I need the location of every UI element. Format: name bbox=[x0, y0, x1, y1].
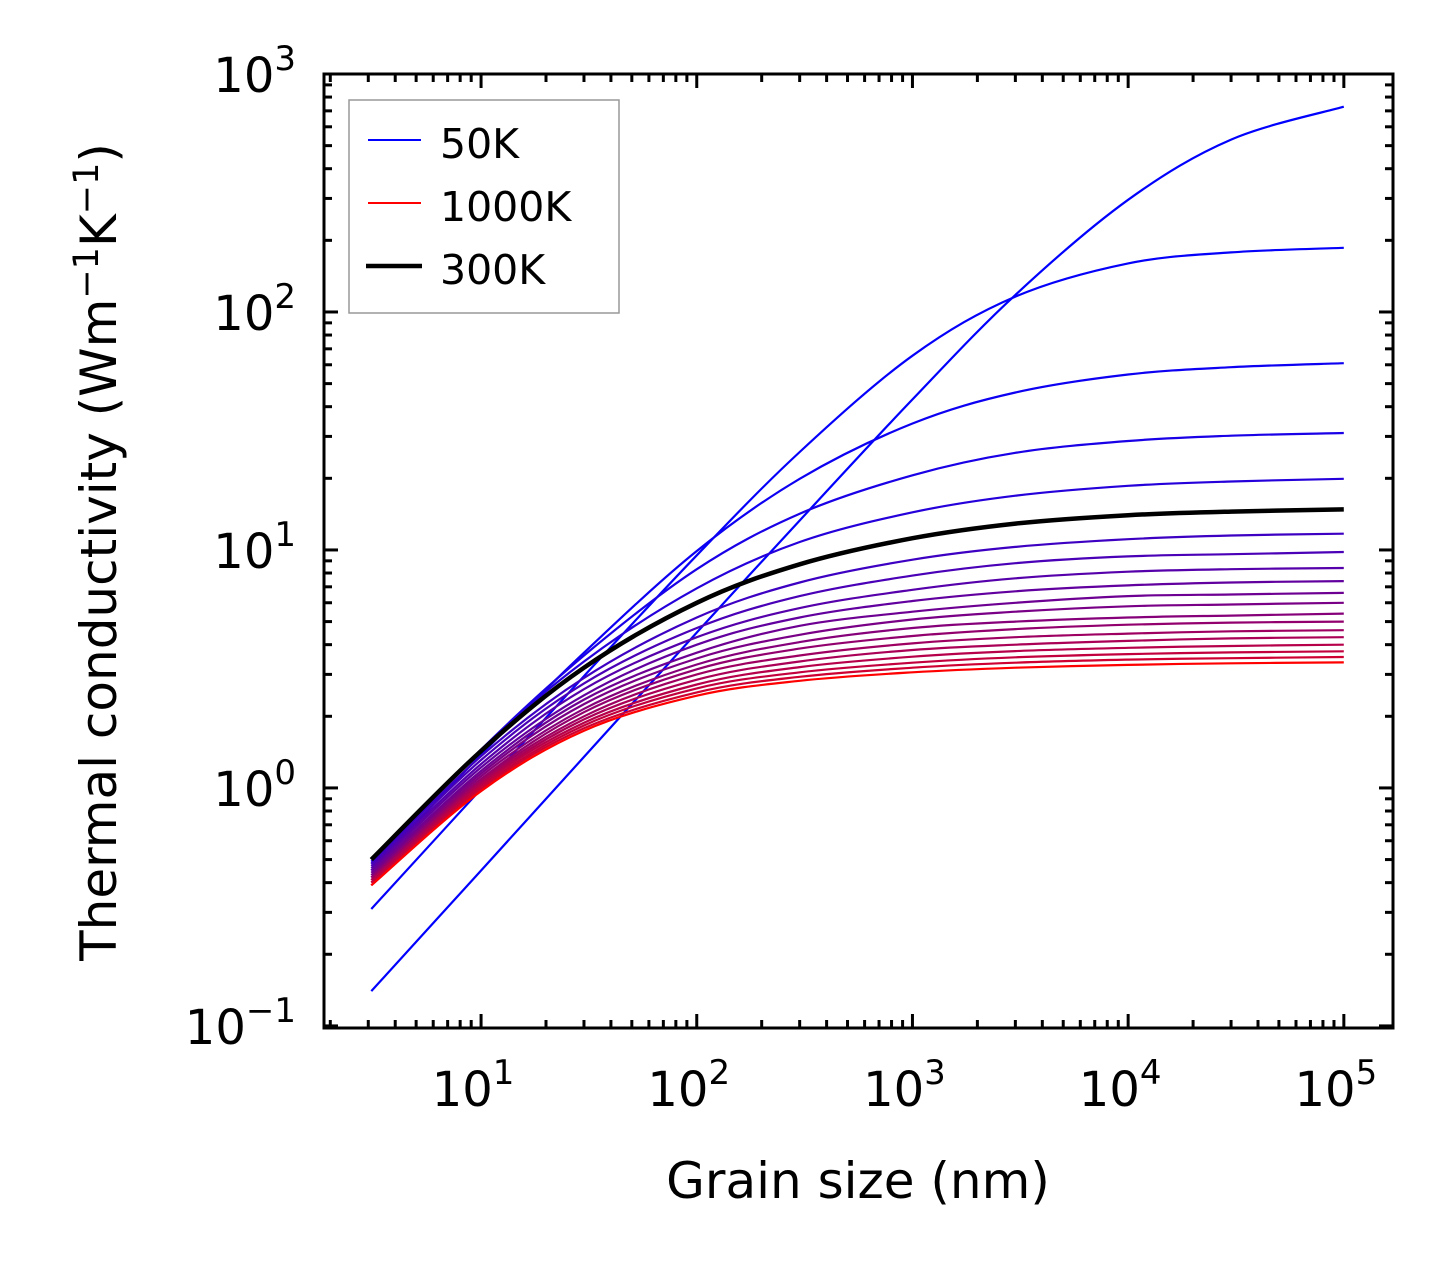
y-axis-label-sup2: −1 bbox=[67, 163, 107, 215]
x-tick-label-base: 10 bbox=[432, 1062, 493, 1118]
series-line-250k bbox=[370, 477, 1344, 863]
series-line-400k bbox=[370, 550, 1344, 867]
series-line-500k bbox=[370, 580, 1344, 872]
x-tick-label-exp: 3 bbox=[924, 1053, 946, 1093]
series-line-300k bbox=[369, 507, 1344, 862]
x-tick-label-exp: 4 bbox=[1140, 1053, 1162, 1093]
x-tick-label-base: 10 bbox=[1294, 1062, 1355, 1118]
x-tick-label-base: 10 bbox=[1079, 1062, 1140, 1118]
y-tick-label-base: 10 bbox=[185, 1000, 246, 1056]
x-tick-label-exp: 5 bbox=[1356, 1053, 1378, 1093]
legend-label-50k: 50K bbox=[440, 120, 520, 168]
y-tick-label-base: 10 bbox=[213, 48, 274, 104]
series-line-550k bbox=[370, 591, 1344, 874]
legend-label-1000k: 1000K bbox=[440, 183, 572, 231]
y-axis-label: Thermal conductivity (Wm−1K−1) bbox=[67, 143, 128, 962]
y-tick-label-base: 10 bbox=[213, 762, 274, 818]
series-line-700k bbox=[370, 620, 1344, 879]
series-line-600k bbox=[370, 601, 1344, 877]
x-tick-label: 101 bbox=[432, 1053, 515, 1118]
y-tick-label-exp: 2 bbox=[274, 277, 296, 317]
legend: 50K 1000K 300K bbox=[348, 99, 620, 314]
x-tick-label-exp: 2 bbox=[708, 1053, 730, 1093]
series-line-800k bbox=[370, 636, 1344, 881]
y-tick-label-exp: 0 bbox=[274, 753, 296, 793]
x-tick-label: 105 bbox=[1294, 1053, 1377, 1118]
y-tick-label: 100 bbox=[213, 753, 296, 818]
y-tick-label: 103 bbox=[213, 39, 296, 104]
legend-box bbox=[348, 99, 620, 314]
x-tick-label: 104 bbox=[1079, 1053, 1162, 1118]
y-axis-label-main: Thermal conductivity (Wm bbox=[70, 299, 128, 962]
y-tick-label: 102 bbox=[213, 277, 296, 342]
axes-frame bbox=[322, 72, 1395, 1030]
x-tick-label: 103 bbox=[863, 1053, 946, 1118]
x-tick-label-exp: 1 bbox=[493, 1053, 515, 1093]
series-line-650k bbox=[370, 612, 1344, 879]
series-line-450k bbox=[370, 566, 1344, 869]
series-line-50k bbox=[370, 105, 1345, 992]
y-axis-label-sup1: −1 bbox=[67, 247, 107, 299]
x-tick-label: 102 bbox=[647, 1053, 730, 1118]
x-tick-label-base: 10 bbox=[863, 1062, 924, 1118]
series-line-900k bbox=[370, 650, 1344, 884]
series-line-350k bbox=[370, 532, 1344, 865]
y-axis-label-mid: K bbox=[70, 213, 128, 247]
y-tick-label: 101 bbox=[213, 515, 296, 580]
series-line-200k bbox=[370, 431, 1344, 865]
x-tick-labels: 101 102 103 104 105 bbox=[432, 1053, 1378, 1118]
y-tick-label-exp: 1 bbox=[274, 515, 296, 555]
series-line-100k bbox=[370, 246, 1344, 910]
y-axis-label-end: ) bbox=[70, 143, 128, 163]
legend-label-300k: 300K bbox=[440, 246, 546, 294]
series-lines bbox=[369, 105, 1345, 992]
y-tick-label-base: 10 bbox=[213, 286, 274, 342]
x-axis-label: Grain size (nm) bbox=[666, 1152, 1050, 1210]
y-tick-label-exp: 3 bbox=[274, 39, 296, 79]
x-tick-label-base: 10 bbox=[647, 1062, 708, 1118]
y-tick-label: 10−1 bbox=[185, 991, 296, 1056]
series-line-750k bbox=[370, 629, 1344, 881]
series-line-850k bbox=[370, 643, 1344, 884]
series-line-1000k bbox=[370, 661, 1344, 887]
series-line-950k bbox=[370, 655, 1344, 887]
y-tick-label-exp: −1 bbox=[246, 991, 296, 1031]
y-tick-label-base: 10 bbox=[213, 524, 274, 580]
